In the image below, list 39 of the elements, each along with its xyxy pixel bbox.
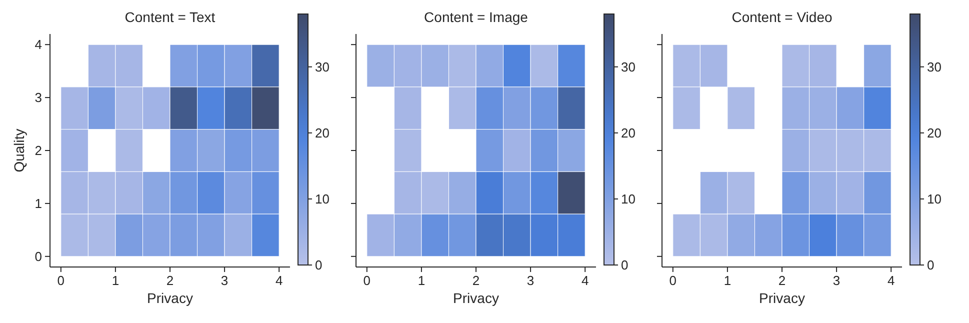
x-tick-label: 4 xyxy=(581,273,589,288)
x-tick-label: 3 xyxy=(832,273,840,288)
x-axis-title: Privacy xyxy=(147,290,193,306)
x-tick-label: 1 xyxy=(112,273,120,288)
x-tick-label: 0 xyxy=(363,273,371,288)
x-axis-title: Privacy xyxy=(453,290,499,306)
color-bar-label: 20 xyxy=(621,125,636,140)
x-tick-label: 2 xyxy=(778,273,786,288)
color-bar-label: 10 xyxy=(315,191,330,206)
color-bar-label: 30 xyxy=(315,59,330,74)
x-tick-label: 0 xyxy=(57,273,65,288)
x-tick-label: 2 xyxy=(472,273,480,288)
x-tick-label: 4 xyxy=(887,273,895,288)
x-tick-label: 4 xyxy=(275,273,283,288)
chart-title: Content = Video xyxy=(732,9,832,25)
y-axis-title: Quality xyxy=(11,128,27,172)
y-tick-label: 4 xyxy=(34,37,42,52)
y-tick-label: 1 xyxy=(34,196,42,211)
color-bar-label: 20 xyxy=(315,125,330,140)
color-bar-label: 0 xyxy=(315,258,322,272)
chart-title: Content = Image xyxy=(424,9,528,25)
x-tick-label: 2 xyxy=(166,273,174,288)
x-tick-label: 0 xyxy=(669,273,677,288)
color-bar-label: 0 xyxy=(621,258,628,272)
color-bar-label: 30 xyxy=(621,59,636,74)
color-bar-label: 10 xyxy=(621,191,636,206)
color-bar-label: 30 xyxy=(927,59,942,74)
x-tick-label: 1 xyxy=(418,273,426,288)
x-tick-label: 1 xyxy=(724,273,732,288)
color-bar-label: 10 xyxy=(927,191,942,206)
color-bar-label: 0 xyxy=(927,258,934,272)
y-tick-label: 3 xyxy=(34,90,42,106)
color-bar-label: 20 xyxy=(927,125,942,140)
y-tick-label: 0 xyxy=(34,248,42,264)
y-tick-label: 2 xyxy=(34,143,42,158)
x-tick-label: 3 xyxy=(526,273,534,288)
chart-title: Content = Text xyxy=(124,9,216,25)
x-tick-label: 3 xyxy=(220,273,228,288)
x-axis-title: Privacy xyxy=(759,290,805,306)
